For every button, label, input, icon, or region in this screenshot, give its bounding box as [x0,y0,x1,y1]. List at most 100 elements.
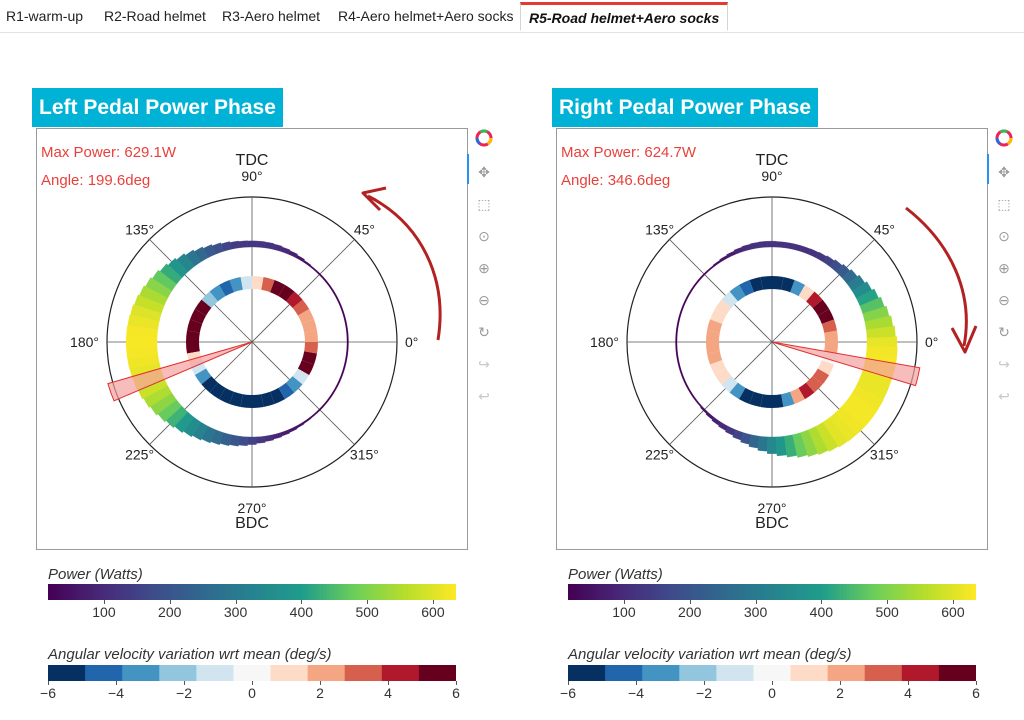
reset-icon[interactable]: ↻ [478,324,490,340]
power-colorbar-cell [112,584,117,600]
power-colorbar-cell [405,584,409,600]
polar-chart[interactable]: 0° 45° 90° 135° 180° 225° 270° 315° TDC BDC [36,128,468,550]
colorbar-tick-mark [755,600,757,604]
power-colorbar-cell [829,584,834,600]
angular-velocity-segment [772,276,784,290]
power-colorbar-cell [809,584,814,600]
redo-icon[interactable]: ↪ [478,356,490,372]
angular-velocity-segment [189,309,207,324]
power-colorbar-cell [231,584,236,600]
power-colorbar-cell [578,584,583,600]
power-colorbar-cell [350,584,355,600]
power-colorbar-cell [292,584,297,600]
power-bar [695,399,703,408]
power-colorbar-cell [823,584,827,600]
power-colorbar-tick-label: 400 [809,604,834,620]
angular-velocity-segment [714,299,732,316]
angular-colorbar-cell [233,665,272,681]
angular-colorbar-tick-label: 6 [972,685,980,701]
power-colorbar-cell [602,584,606,600]
power-colorbar-cell [197,584,202,600]
power-colorbar-cell [136,584,141,600]
box-zoom-icon[interactable]: ⬚ [997,196,1011,212]
power-bar [288,250,298,258]
power-colorbar-cell [741,584,746,600]
power-colorbar-cell [724,584,729,600]
angle-tick-label: 0° [925,334,938,350]
bokeh-logo-icon[interactable] [994,128,1014,148]
power-colorbar-cell [588,584,593,600]
angular-velocity-segment [760,276,772,290]
power-colorbar-cell [625,584,630,600]
tab-bar: R1-warm-up R2-Road helmet R3-Aero helmet… [0,0,1024,33]
power-colorbar-cell [962,584,967,600]
tab-r3[interactable]: R3-Aero helmet [222,8,321,24]
power-colorbar-cell [836,584,841,600]
zoom-in-icon[interactable]: ⊕ [998,260,1010,276]
tab-r2[interactable]: R2-Road helmet [104,8,206,24]
pan-icon[interactable]: ✥ [998,164,1010,180]
left-pedal-panel: Left Pedal Power Phase 0° 45° 90° 135° 180° 2… [32,88,494,701]
angular-colorbar-cell [270,665,309,681]
angular-colorbar-cell [381,665,420,681]
zoom-in-icon[interactable]: ⊕ [478,260,490,276]
power-colorbar-cell [636,584,640,600]
plot-frame[interactable] [36,128,468,550]
right-pedal-panel: Right Pedal Power Phase 0° 45° 90° 135° 180°… [520,0,1024,720]
power-colorbar-cell [914,584,919,600]
power-colorbar-cell [449,584,454,600]
power-colorbar-cell [928,584,933,600]
power-colorbar-cell [245,584,250,600]
power-colorbar-cell [88,584,93,600]
pan-icon[interactable]: ✥ [478,164,490,180]
zoom-out-icon[interactable]: ⊖ [998,292,1010,308]
plot-frame[interactable] [556,128,988,550]
redo-icon[interactable]: ↪ [998,356,1010,372]
zoom-out-icon[interactable]: ⊖ [478,292,490,308]
power-colorbar-cell [585,584,589,600]
colorbar-tick-mark [388,681,389,685]
power-colorbar-cell [884,584,889,600]
power-colorbar-cell [731,584,736,600]
angular-velocity-segment [824,330,838,342]
box-zoom-icon[interactable]: ⬚ [477,196,491,212]
angular-colorbar-cell [605,665,643,681]
tab-r4[interactable]: R4-Aero helmet+Aero socks [338,8,514,24]
rotation-direction-arrow [905,206,978,354]
angular-velocity-segment [270,279,285,297]
power-bar [766,436,778,454]
angular-velocity-segment [749,391,763,407]
power-colorbar-cell [945,584,950,600]
power-colorbar-cell [840,584,844,600]
wheel-zoom-icon[interactable]: ⊙ [998,228,1010,244]
power-colorbar-cell [799,584,804,600]
bokeh-logo-icon[interactable] [474,128,494,148]
angle-tick-label: 45° [354,222,375,238]
angular-colorbar-tick-label: −6 [560,685,576,701]
power-colorbar-cell [646,584,651,600]
power-colorbar-tick-label: 100 [92,604,116,620]
angular-colorbar-tick-label: 2 [836,685,844,701]
power-colorbar-cell [330,584,335,600]
power-colorbar-cell [772,584,776,600]
power-colorbar-cell [238,584,243,600]
angular-colorbar-cell [122,665,160,681]
power-colorbar-cell [408,584,413,600]
polar-chart[interactable]: 0° 45° 90° 135° 180° 225° 270° 315° TDC BDC [556,128,988,550]
angular-velocity-segment [739,387,754,405]
wheel-zoom-icon[interactable]: ⊙ [478,228,490,244]
reset-icon[interactable]: ↻ [998,324,1010,340]
angle-tick-label: 225° [645,446,674,462]
tab-r5[interactable]: R5-Road helmet+Aero socks [520,2,729,31]
angular-velocity-segment [781,391,795,407]
power-colorbar-cell [782,584,787,600]
bdc-label: BDC [755,515,789,532]
tab-r1[interactable]: R1-warm-up [6,8,84,24]
power-colorbar-tick-label: 200 [158,604,182,620]
power-colorbar-cell [170,584,175,600]
power-bar [690,283,697,292]
angle-tick-label: 135° [645,222,674,238]
power-colorbar-cell [598,584,603,600]
undo-icon[interactable]: ↩ [998,388,1010,404]
undo-icon[interactable]: ↩ [478,388,490,404]
